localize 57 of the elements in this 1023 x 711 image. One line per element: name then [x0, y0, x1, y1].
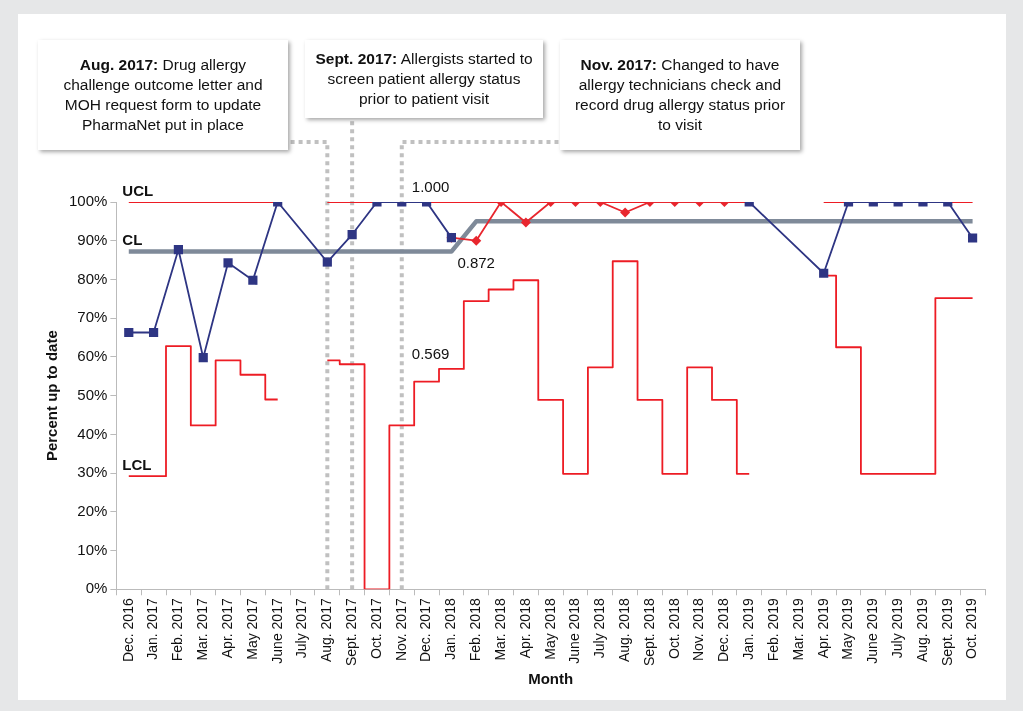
x-tick-label: Nov. 2017 [392, 598, 409, 662]
x-tick-label: Dec. 2016 [119, 598, 136, 663]
x-tick-label: Aug. 2019 [913, 598, 930, 663]
x-tick-label: Feb. 2019 [764, 598, 781, 662]
x-tick-label: Aug. 2017 [318, 598, 335, 663]
x-tick-label: May 2017 [243, 598, 260, 660]
x-tick-label: May 2018 [541, 598, 558, 660]
ref-line-label: Sept. 2017: Allergists started to screen patient allergy status prior to patient visit [315, 50, 533, 107]
x-tick-label: May 2019 [839, 598, 856, 660]
x-tick-label: June 2017 [268, 598, 285, 664]
x-tick-label: Dec. 2017 [417, 598, 434, 663]
x-tick-label: Jan. 2019 [740, 598, 757, 660]
x-tick-label: Apr. 2018 [516, 598, 533, 659]
x-tick-label: Jan. 2018 [442, 598, 459, 660]
x-tick-label: Sept. 2018 [640, 598, 657, 667]
y-tick-label: 70% [77, 308, 108, 326]
x-tick-label: Oct. 2017 [367, 598, 384, 659]
x-tick-label: Jan. 2017 [144, 598, 161, 660]
x-axis-title: Month [528, 670, 574, 688]
series-label: UCL [122, 181, 154, 199]
x-tick-label: July 2019 [889, 598, 905, 659]
x-tick-label: Mar. 2017 [194, 598, 211, 661]
x-tick-label: Oct. 2019 [963, 598, 980, 659]
x-tick-label: Apr. 2019 [814, 598, 831, 659]
ref-line-label: Nov. 2017: Changed to have allergy technicians check and record drug allergy status prior to visit [574, 56, 786, 133]
x-tick-label: Feb. 2017 [169, 598, 186, 662]
x-tick-label: Dec. 2018 [715, 598, 732, 663]
x-tick-label: Apr. 2017 [218, 598, 235, 659]
y-tick-label: 90% [77, 230, 108, 248]
y-tick-label: 30% [77, 463, 108, 481]
series-label: LCL [122, 455, 152, 473]
y-tick-label: 20% [77, 501, 108, 519]
x-tick-label: Mar. 2019 [789, 598, 806, 661]
x-tick-label: July 2018 [591, 598, 608, 659]
y-tick-label: 0% [85, 579, 108, 597]
x-tick-label: Sept. 2019 [938, 598, 955, 667]
y-tick-label: 10% [77, 540, 108, 558]
x-tick-label: Oct. 2018 [665, 598, 682, 659]
x-tick-label: Sept. 2017 [343, 598, 359, 667]
y-tick-label: 80% [77, 269, 108, 287]
x-tick-label: Aug. 2018 [616, 598, 632, 663]
ref-line-label: Aug. 2017: Drug allergy challenge outcome letter and MOH request form to update PharmaNet put in place [63, 56, 263, 133]
annotation: 0.872 [457, 254, 495, 272]
x-tick-label: July 2017 [293, 598, 310, 659]
x-tick-label: June 2019 [864, 598, 881, 664]
y-tick-label: 50% [77, 385, 108, 403]
y-tick-label: 40% [77, 424, 108, 442]
y-axis-title: Percent up to date [43, 330, 61, 462]
x-tick-label: Nov. 2018 [690, 598, 707, 662]
x-tick-label: Feb. 2018 [467, 598, 484, 662]
series-label: CL [122, 231, 143, 249]
x-tick-label: Mar. 2018 [491, 598, 508, 661]
annotation: 0.569 [411, 344, 450, 362]
x-tick-label: June 2018 [566, 598, 583, 664]
y-tick-label: 100% [68, 192, 108, 210]
y-tick-label: 60% [77, 347, 108, 365]
annotation: 1.000 [411, 177, 450, 195]
